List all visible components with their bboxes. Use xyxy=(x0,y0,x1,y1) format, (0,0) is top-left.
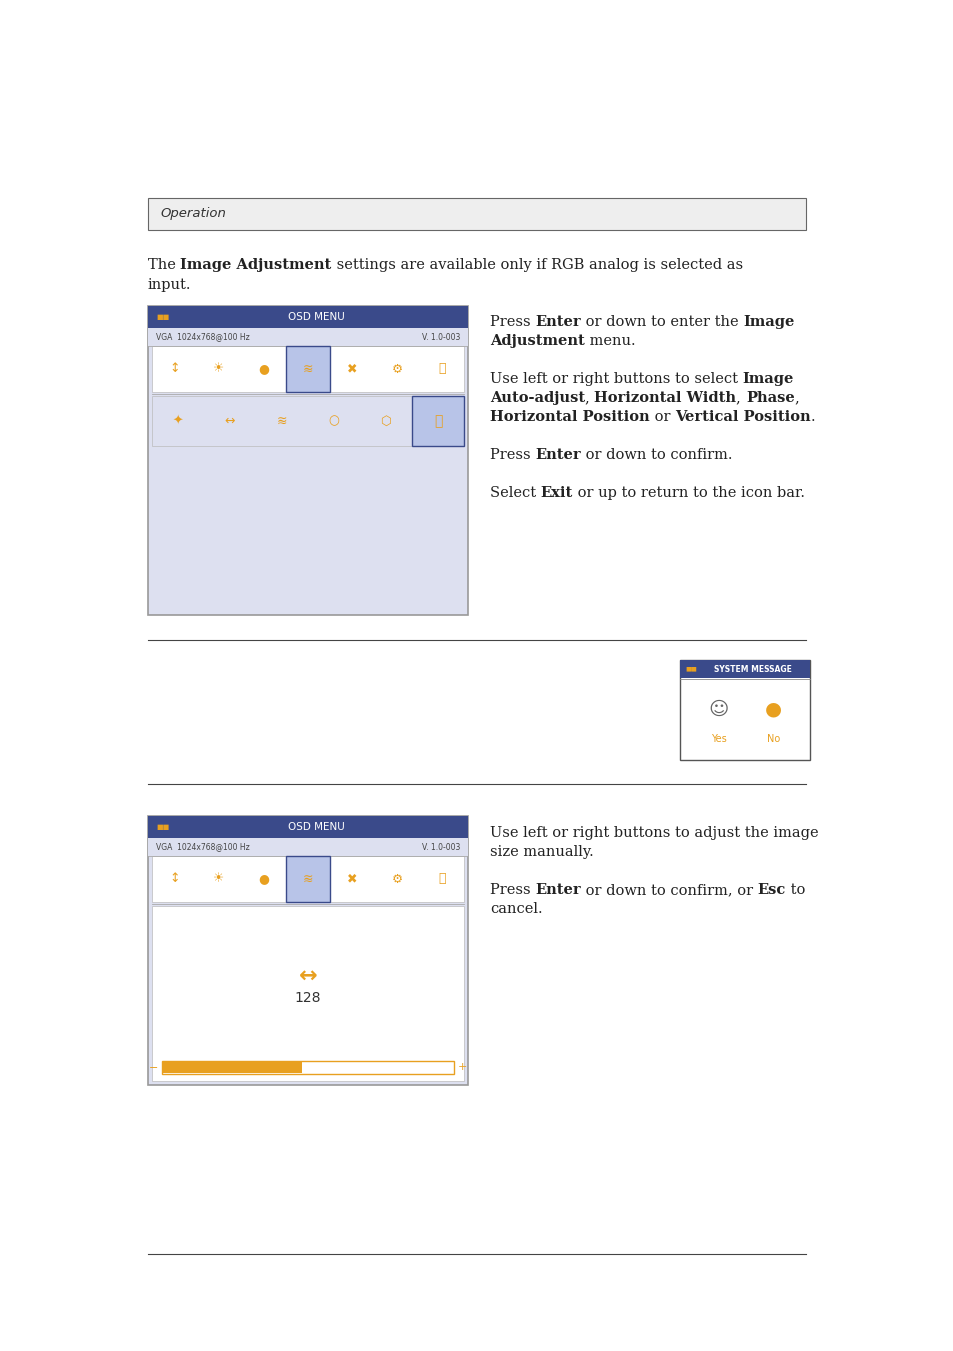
Text: Adjustment: Adjustment xyxy=(490,334,584,349)
Text: Vertical Position: Vertical Position xyxy=(674,409,809,424)
Text: ↔: ↔ xyxy=(225,415,235,427)
Text: Horizontal Width: Horizontal Width xyxy=(594,390,736,405)
Text: The: The xyxy=(148,258,180,272)
Text: ≋: ≋ xyxy=(276,415,287,427)
Bar xyxy=(412,396,463,446)
Text: Use left or right buttons to adjust the image: Use left or right buttons to adjust the … xyxy=(490,825,818,840)
Text: Phase: Phase xyxy=(745,390,794,405)
Text: or up to return to the icon bar.: or up to return to the icon bar. xyxy=(573,486,804,500)
Text: ☀: ☀ xyxy=(213,873,224,885)
Text: ↔: ↔ xyxy=(298,966,317,985)
Text: settings are available only if RGB analog is selected as: settings are available only if RGB analo… xyxy=(332,258,742,272)
Bar xyxy=(285,346,330,392)
Text: ○: ○ xyxy=(328,415,339,427)
Text: .: . xyxy=(809,409,814,424)
Text: ≋: ≋ xyxy=(302,873,313,885)
Text: SYSTEM MESSAGE: SYSTEM MESSAGE xyxy=(713,665,791,674)
Text: +: + xyxy=(457,1062,467,1073)
Text: ↕: ↕ xyxy=(169,873,179,885)
Text: −: − xyxy=(149,1062,158,1073)
Text: Enter: Enter xyxy=(535,315,580,330)
Text: Press: Press xyxy=(490,449,535,462)
Text: Enter: Enter xyxy=(535,449,580,462)
Text: or down to enter the: or down to enter the xyxy=(580,315,742,330)
Text: ↕: ↕ xyxy=(169,362,179,376)
Bar xyxy=(285,857,330,902)
Text: menu.: menu. xyxy=(584,334,635,349)
Text: ■■: ■■ xyxy=(684,666,696,671)
Text: Select: Select xyxy=(490,486,540,500)
Bar xyxy=(148,328,468,346)
Bar xyxy=(148,199,805,230)
Text: ⚙: ⚙ xyxy=(391,873,402,885)
Bar xyxy=(148,816,468,1085)
Text: ≋: ≋ xyxy=(302,362,313,376)
Text: ,: , xyxy=(794,390,799,405)
Text: V. 1.0-003: V. 1.0-003 xyxy=(421,843,459,851)
Bar xyxy=(148,305,468,328)
Text: V. 1.0-003: V. 1.0-003 xyxy=(421,332,459,342)
Text: ●: ● xyxy=(257,362,269,376)
Text: or down to confirm.: or down to confirm. xyxy=(580,449,732,462)
Text: ■■: ■■ xyxy=(156,824,169,830)
Bar xyxy=(163,1062,302,1073)
Text: cancel.: cancel. xyxy=(490,902,542,916)
Bar xyxy=(679,661,809,761)
Text: Exit: Exit xyxy=(540,486,573,500)
Text: ,: , xyxy=(736,390,745,405)
Text: Image: Image xyxy=(741,372,793,386)
Text: or down to confirm, or: or down to confirm, or xyxy=(580,884,757,897)
Text: input.: input. xyxy=(148,278,192,292)
Bar xyxy=(148,305,468,615)
Text: ☺: ☺ xyxy=(708,700,728,719)
Text: Use left or right buttons to select: Use left or right buttons to select xyxy=(490,372,741,386)
Bar xyxy=(679,661,809,678)
Bar xyxy=(148,816,468,838)
Bar xyxy=(152,346,463,392)
Text: ■■: ■■ xyxy=(156,313,169,320)
Text: ✖: ✖ xyxy=(347,873,357,885)
Text: size manually.: size manually. xyxy=(490,844,593,859)
Text: ☀: ☀ xyxy=(213,362,224,376)
Text: 🚶: 🚶 xyxy=(437,362,445,376)
Text: Horizontal Position: Horizontal Position xyxy=(490,409,649,424)
Text: Yes: Yes xyxy=(710,735,726,744)
Bar xyxy=(152,857,463,902)
Text: 🚶: 🚶 xyxy=(434,413,442,428)
Text: or: or xyxy=(649,409,674,424)
Text: VGA  1024x768@100 Hz: VGA 1024x768@100 Hz xyxy=(156,332,250,342)
Text: to: to xyxy=(785,884,804,897)
Bar xyxy=(152,907,463,1081)
Text: Press: Press xyxy=(490,884,535,897)
Text: ●: ● xyxy=(764,700,781,719)
Text: No: No xyxy=(766,735,780,744)
Text: Image Adjustment: Image Adjustment xyxy=(180,258,332,272)
Text: OSD MENU: OSD MENU xyxy=(287,821,344,832)
Text: ⬡: ⬡ xyxy=(380,415,391,427)
Text: Operation: Operation xyxy=(160,208,226,220)
Text: ●: ● xyxy=(257,873,269,885)
Text: Enter: Enter xyxy=(535,884,580,897)
Text: Image: Image xyxy=(742,315,794,330)
Text: ⚙: ⚙ xyxy=(391,362,402,376)
Text: VGA  1024x768@100 Hz: VGA 1024x768@100 Hz xyxy=(156,843,250,851)
Text: Esc: Esc xyxy=(757,884,785,897)
Text: 🚶: 🚶 xyxy=(437,873,445,885)
Text: ✦: ✦ xyxy=(172,415,183,427)
Text: Auto-adjust: Auto-adjust xyxy=(490,390,584,405)
Bar xyxy=(152,396,463,446)
Text: OSD MENU: OSD MENU xyxy=(287,312,344,322)
Bar xyxy=(148,838,468,857)
Text: 128: 128 xyxy=(294,990,321,1005)
Text: Press: Press xyxy=(490,315,535,330)
Bar xyxy=(162,1061,454,1074)
Text: ✖: ✖ xyxy=(347,362,357,376)
Text: ,: , xyxy=(584,390,594,405)
